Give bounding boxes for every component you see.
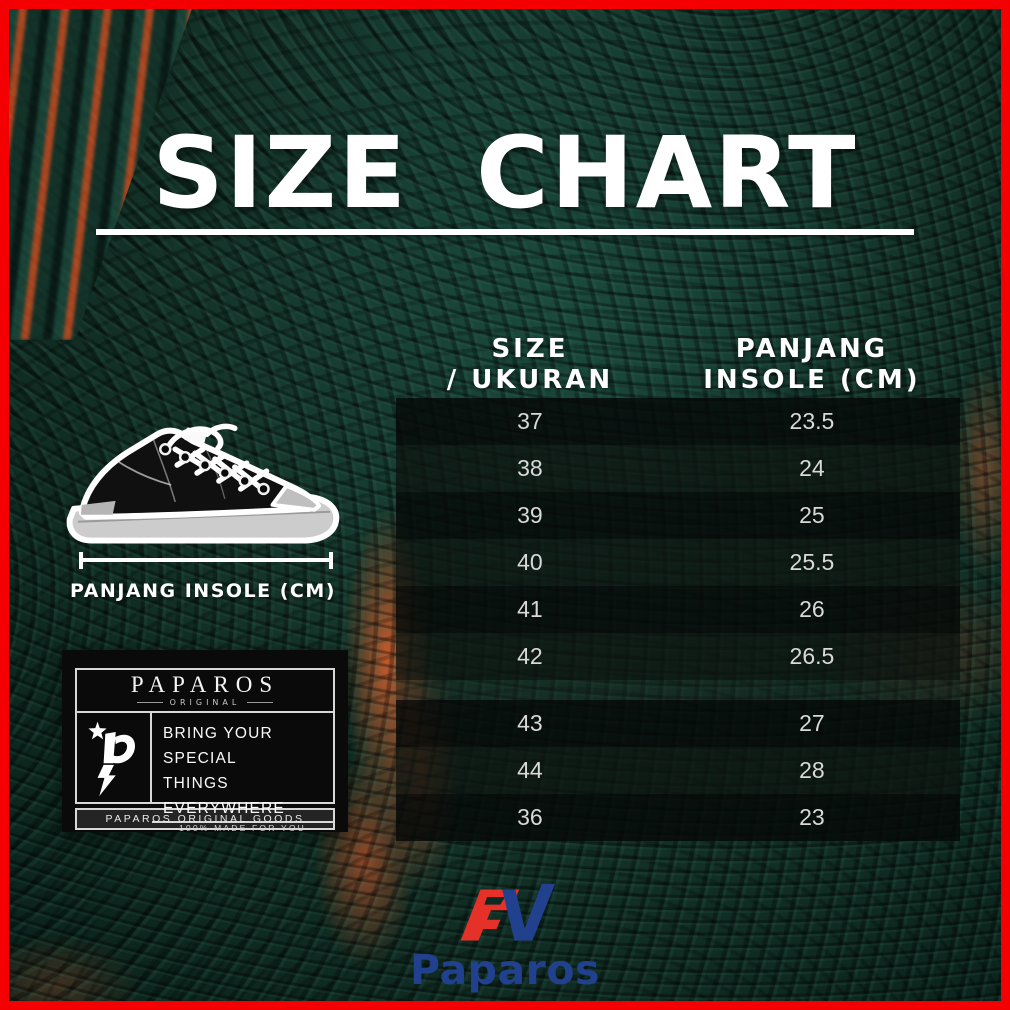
sneaker-icon: [66, 423, 340, 544]
header-size-column: SIZE / UKURAN: [396, 334, 664, 395]
header-insole-line2: INSOLE (CM): [703, 364, 921, 395]
header-size-line2: / UKURAN: [446, 364, 614, 395]
footer-brand-name: Paparos: [410, 946, 600, 994]
tag-brand-name: PAPAROS: [130, 672, 280, 697]
size-value: 43: [517, 710, 543, 736]
dash-right: [247, 702, 274, 704]
tag-made-for-you: 100% MADE FOR YOU: [179, 823, 306, 834]
sneaker-illustration: [58, 404, 346, 556]
tag-original-label: ORIGINAL: [169, 698, 241, 708]
insole-value: 23.5: [789, 408, 835, 434]
insole-value: 23: [799, 804, 825, 830]
tag-logo-cell: [77, 713, 152, 803]
size-value: 38: [517, 455, 543, 481]
tagline-line1: BRING YOUR SPECIAL: [163, 725, 273, 767]
table-row: 44 28: [396, 747, 960, 794]
paparos-pv-logo-icon: [460, 883, 555, 941]
insole-value: 25.5: [789, 549, 835, 575]
table-row: 36 23: [396, 794, 960, 841]
brand-tag: PAPAROS ORIGINAL: [62, 650, 348, 833]
page-title: SIZE CHART: [152, 116, 858, 231]
table-row: 42 26.5: [396, 633, 960, 680]
table-row: 43 27: [396, 700, 960, 747]
table-row: 37 23.5: [396, 398, 960, 445]
header-insole-line1: PANJANG: [735, 334, 889, 364]
insole-value: 28: [799, 757, 825, 783]
table-row: 41 26: [396, 586, 960, 633]
tag-tagline: BRING YOUR SPECIAL THINGS EVERYWHERE: [152, 713, 333, 824]
header-size-line1: SIZE: [491, 334, 569, 364]
table-row-gap: [396, 680, 960, 700]
size-value: 44: [517, 757, 543, 783]
table-row: 40 25.5: [396, 539, 960, 586]
size-value: 39: [517, 502, 543, 528]
insole-value: 25: [799, 502, 825, 528]
tag-original-row: ORIGINAL: [77, 698, 333, 707]
paparos-p-lightning-icon: [87, 721, 135, 796]
insole-value: 24: [799, 455, 825, 481]
tag-footer-strip: PAPAROS ORIGINAL GOODS: [75, 808, 335, 831]
measure-bar: [79, 558, 333, 562]
size-value: 36: [517, 804, 543, 830]
dash-left: [136, 702, 163, 704]
measure-tick-right: [329, 552, 333, 569]
footer-brand-logo: Paparos: [0, 882, 1010, 994]
measurement-caption: PANJANG INSOLE (CM): [70, 580, 336, 602]
insole-value: 27: [799, 710, 825, 736]
title-underline: [96, 229, 914, 235]
size-value: 42: [517, 643, 543, 669]
table-row: 38 24: [396, 445, 960, 492]
header-insole-column: PANJANG INSOLE (CM): [664, 334, 960, 395]
insole-value: 26.5: [789, 643, 835, 669]
size-value: 40: [517, 549, 543, 575]
table-row: 39 25: [396, 492, 960, 539]
size-table-header: SIZE / UKURAN PANJANG INSOLE (CM): [396, 334, 960, 395]
size-value: 41: [517, 596, 543, 622]
tag-main-box: BRING YOUR SPECIAL THINGS EVERYWHERE 100…: [75, 713, 335, 833]
tag-header-box: PAPAROS ORIGINAL: [75, 668, 335, 714]
size-table-body: 37 23.5 38 24 39 25 40 25.5 41 26 42 26.5 43 27 44 28 36…: [396, 398, 960, 841]
insole-value: 26: [799, 596, 825, 622]
measurement-line: [79, 552, 333, 569]
size-value: 37: [517, 408, 543, 434]
tag-right-cell: BRING YOUR SPECIAL THINGS EVERYWHERE 100…: [152, 713, 333, 833]
